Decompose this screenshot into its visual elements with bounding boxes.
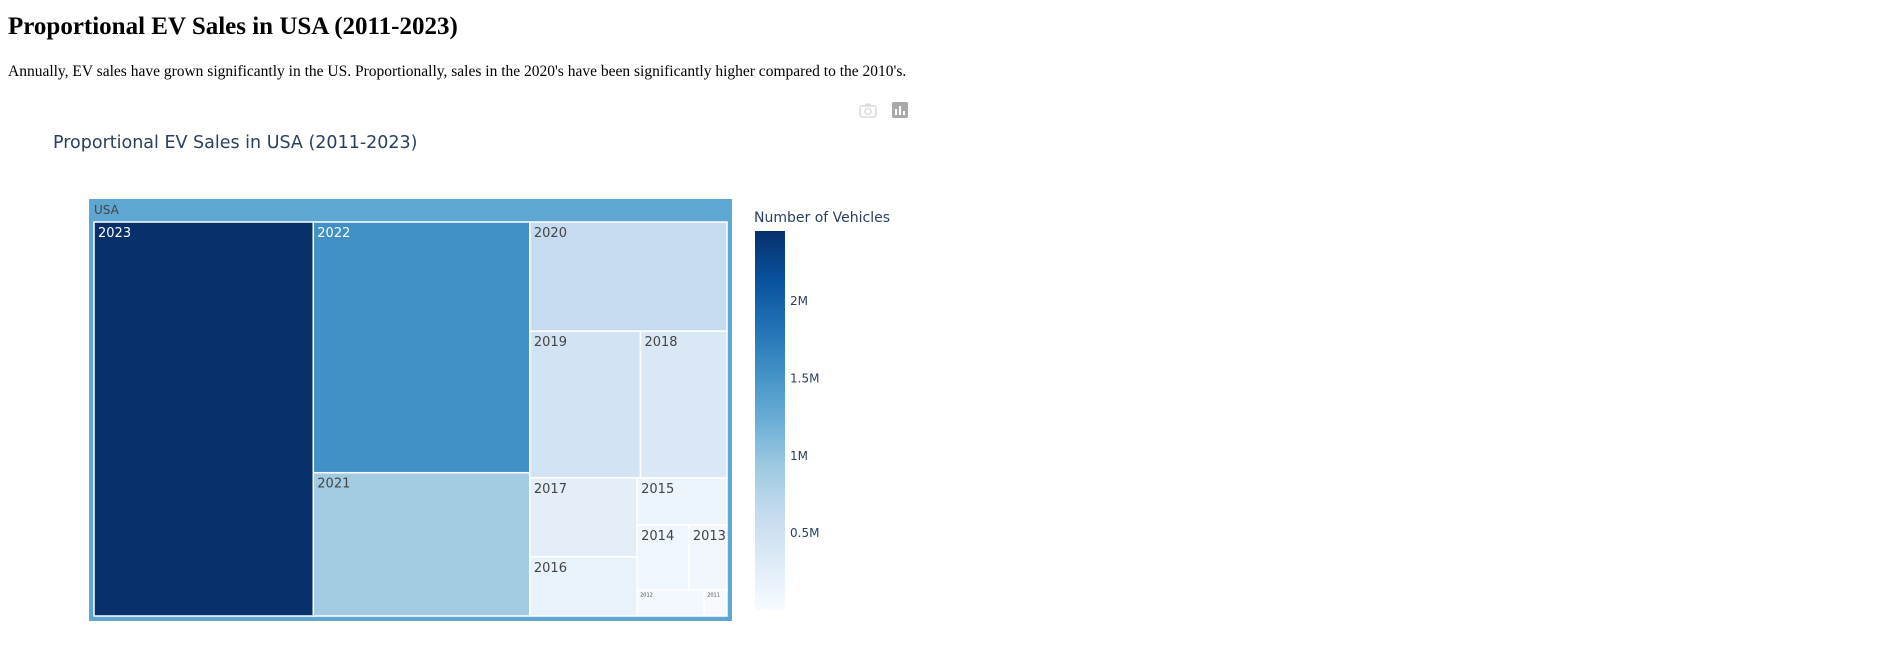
chart-modebar	[858, 100, 910, 120]
treemap-tile-2022[interactable]	[312, 221, 531, 474]
treemap-tile-2013[interactable]	[688, 524, 728, 591]
treemap-tile-2014[interactable]	[636, 524, 690, 591]
treemap-tile-2012[interactable]	[636, 588, 705, 617]
treemap-tile-2017[interactable]	[529, 477, 638, 558]
bar-chart-icon[interactable]	[890, 100, 910, 120]
treemap: USA 2023 2022 2021 2020 2019 2018 2017 2016 2015 2…	[89, 199, 732, 621]
treemap-tile-2018[interactable]	[639, 330, 728, 479]
treemap-tile-2020[interactable]	[529, 221, 728, 332]
treemap-tile-label-2019: 2019	[534, 335, 567, 350]
treemap-tile-label-2015: 2015	[641, 482, 674, 497]
colorbar: Number of Vehicles 0.5M 1M 1.5M 2M	[754, 210, 890, 610]
treemap-tile-label-2023: 2023	[98, 226, 131, 241]
chart-title: Proportional EV Sales in USA (2011-2023)	[53, 133, 418, 153]
treemap-tile-2019[interactable]	[529, 330, 642, 479]
treemap-tile-label-2018: 2018	[644, 335, 677, 350]
treemap-tile-label-2012: 2012	[640, 593, 653, 599]
treemap-tile-2023[interactable]	[93, 221, 315, 617]
page-description: Annually, EV sales have grown significan…	[8, 63, 907, 80]
treemap-tile-label-2016: 2016	[534, 561, 567, 576]
colorbar-tick-label: 1.5M	[790, 371, 819, 385]
treemap-tile-label-2014: 2014	[641, 529, 674, 544]
camera-icon[interactable]	[858, 100, 878, 120]
colorbar-title: Number of Vehicles	[754, 210, 890, 226]
treemap-tile-2011[interactable]	[703, 588, 728, 617]
treemap-tile-2016[interactable]	[529, 556, 638, 617]
treemap-tile-label-2013: 2013	[693, 529, 726, 544]
colorbar-tick-label: 2M	[790, 294, 808, 308]
treemap-tile-2021[interactable]	[312, 471, 531, 617]
colorbar-gradient	[755, 231, 785, 610]
treemap-tile-label-2020: 2020	[534, 226, 567, 241]
treemap-tile-label-2011: 2011	[707, 593, 720, 599]
colorbar-tick-label: 1M	[790, 449, 808, 463]
page-title: Proportional EV Sales in USA (2011-2023)	[8, 13, 458, 40]
treemap-root-label: USA	[94, 203, 120, 217]
treemap-tile-label-2017: 2017	[534, 482, 567, 497]
treemap-tile-label-2021: 2021	[317, 477, 350, 492]
colorbar-tick-label: 0.5M	[790, 526, 819, 540]
treemap-tile-2015[interactable]	[636, 477, 728, 526]
treemap-tile-label-2022: 2022	[317, 226, 350, 241]
